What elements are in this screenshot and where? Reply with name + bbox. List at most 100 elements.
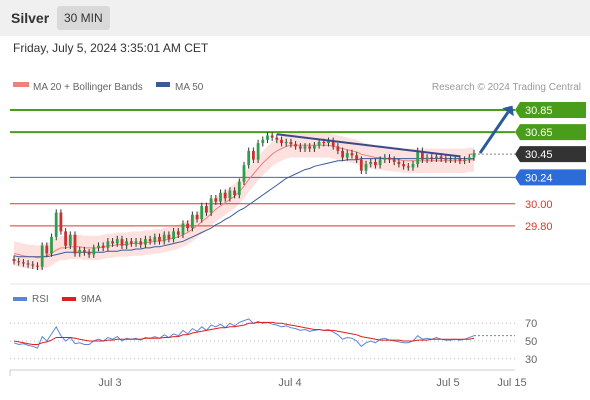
x-tick-label: Jul 4	[278, 377, 301, 389]
candle	[341, 150, 344, 158]
candle	[101, 245, 105, 248]
x-tick-label: Jul 3	[98, 377, 121, 389]
candle	[78, 250, 82, 254]
candle	[176, 231, 180, 235]
ma20-legend-label: MA 20 + Bollinger Bands	[33, 82, 143, 93]
candle	[261, 139, 265, 144]
bollinger-band-area	[14, 133, 474, 270]
candle	[453, 158, 457, 160]
candle	[266, 135, 269, 140]
candle	[444, 158, 448, 160]
rsi-ma-legend-label: 9MA	[81, 294, 102, 305]
candle	[472, 153, 476, 158]
candle	[383, 157, 387, 160]
candle	[275, 137, 279, 140]
candle	[162, 234, 166, 242]
candle	[54, 212, 58, 237]
resistance-label-box	[515, 102, 586, 119]
support-label: 29.80	[525, 221, 553, 233]
candle	[402, 164, 405, 167]
candle	[463, 159, 466, 161]
candle	[411, 164, 415, 168]
chart-datetime: Friday, July 5, 2024 3:35:01 AM CET	[13, 41, 209, 55]
candle	[374, 161, 377, 166]
candle	[68, 234, 72, 246]
candle	[167, 234, 171, 240]
candle	[467, 157, 471, 160]
candle	[369, 161, 373, 165]
watermark: Research © 2024 Trading Central	[432, 82, 581, 93]
candle	[313, 145, 316, 149]
last_price-label-box	[515, 146, 586, 163]
projection-arrow-head	[502, 105, 514, 117]
candle	[26, 263, 30, 265]
candle	[298, 146, 302, 149]
candle	[50, 236, 53, 254]
candle	[458, 158, 462, 161]
rsi-tick-label: 30	[525, 354, 537, 366]
candle	[87, 252, 91, 255]
candle	[200, 206, 204, 220]
candle	[280, 139, 283, 144]
candle	[144, 239, 147, 245]
candle	[129, 241, 133, 244]
rsi-ma-legend-swatch	[62, 297, 76, 301]
header-bar: Silver 30 MIN	[0, 0, 590, 36]
candle	[416, 150, 420, 165]
chart-plot-area: 30.85 30.65 30.45 30.24 30.00 29.80	[10, 102, 586, 360]
candle	[425, 157, 429, 160]
candle	[317, 142, 321, 146]
candle	[289, 142, 293, 145]
candle	[378, 159, 382, 166]
symbol-title: Silver	[11, 10, 50, 26]
candle	[331, 140, 335, 147]
candle	[345, 153, 349, 158]
candle	[205, 206, 208, 213]
candle	[430, 157, 434, 159]
candle	[115, 239, 119, 244]
x-tick-label: Jul 15	[497, 377, 526, 389]
last_price-label: 30.45	[525, 149, 553, 161]
candle	[308, 146, 312, 149]
pivot-label-box	[515, 169, 586, 186]
pivot-label: 30.24	[525, 172, 553, 184]
candle	[228, 190, 232, 199]
candle	[284, 142, 288, 144]
candle	[17, 261, 21, 263]
ma50-legend-label: MA 50	[175, 82, 204, 93]
candle	[364, 164, 368, 171]
candle	[397, 161, 401, 165]
candle	[406, 166, 410, 168]
candle	[83, 250, 86, 253]
candle	[195, 214, 199, 220]
candle	[359, 159, 363, 171]
support-label: 30.00	[525, 199, 553, 211]
candle	[73, 234, 77, 254]
resistance-label: 30.65	[525, 127, 553, 139]
projection-arrow	[478, 111, 510, 154]
candle	[191, 214, 194, 228]
candle	[421, 150, 424, 160]
candle	[355, 155, 358, 160]
candle	[59, 212, 63, 232]
ma20-line	[13, 144, 474, 259]
candle	[435, 156, 438, 159]
candle	[125, 241, 128, 246]
candle	[181, 223, 185, 235]
ma50-line	[13, 158, 474, 258]
candle	[111, 241, 114, 244]
candle	[303, 146, 307, 149]
candle	[219, 192, 222, 202]
x-tick-label: Jul 5	[436, 377, 459, 389]
rsi-tick-label: 50	[525, 336, 537, 348]
candle	[12, 259, 16, 262]
resistance-label: 30.85	[525, 105, 553, 117]
candle	[45, 245, 49, 254]
candle	[153, 236, 157, 242]
trendline	[276, 133, 461, 158]
candle	[439, 156, 443, 159]
timeframe-badge[interactable]: 30 MIN	[57, 6, 110, 30]
candle	[327, 140, 330, 144]
candle	[186, 223, 190, 229]
